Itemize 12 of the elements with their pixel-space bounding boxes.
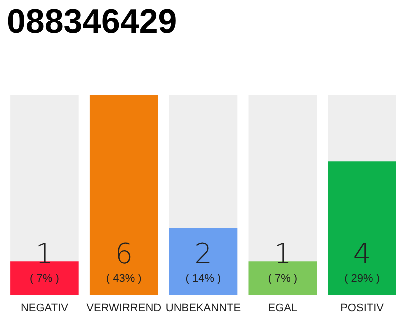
data-label: 6 ( 43% ) <box>106 238 142 285</box>
x-tick-label: UNBEKANNTE <box>166 302 242 314</box>
x-tick-label: EGAL <box>268 302 298 314</box>
bar <box>248 262 318 295</box>
x-tick-label: NEGATIV <box>20 302 70 314</box>
data-label: 2 ( 14% ) <box>186 238 222 285</box>
bar <box>10 262 79 295</box>
chart-title: 088346429 <box>7 3 178 41</box>
x-tick-label: VERWIRREND <box>86 302 162 314</box>
x-tick-label: POSITIV <box>340 302 385 314</box>
data-label: 4 ( 29% ) <box>344 238 380 285</box>
data-label: 1 ( 7% ) <box>268 238 298 285</box>
